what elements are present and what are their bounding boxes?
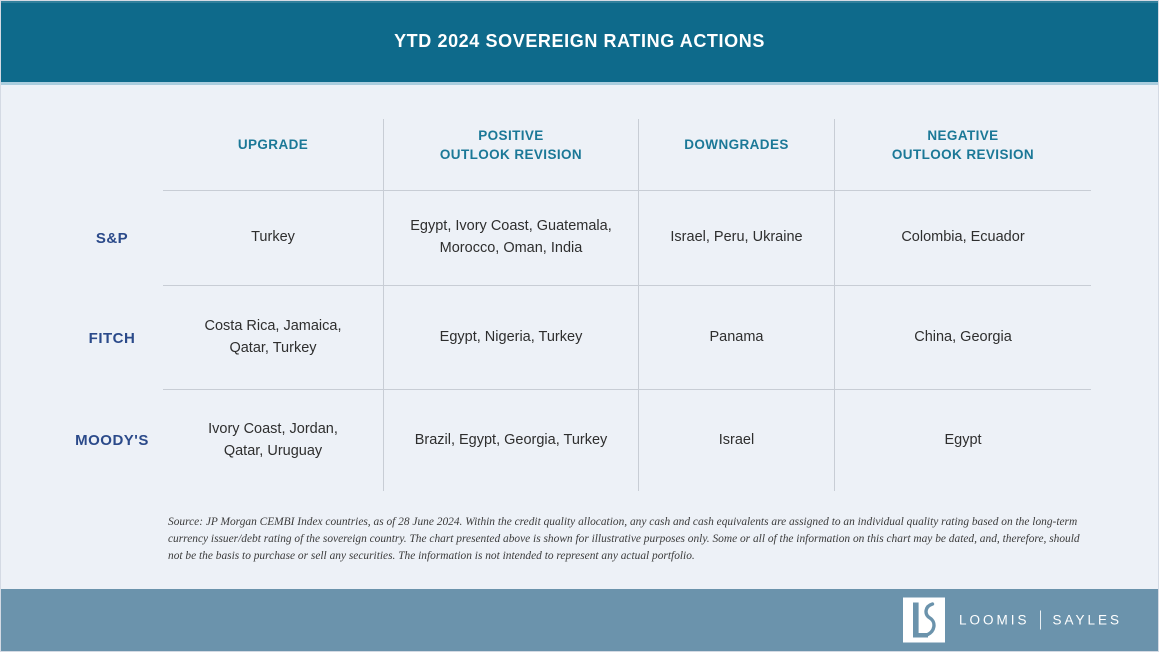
loomis-sayles-logo: LOOMIS SAYLES [902, 597, 1122, 643]
cell-moodys-positive-outlook: Brazil, Egypt, Georgia, Turkey [383, 390, 638, 491]
cell-sp-upgrade: Turkey [163, 191, 383, 286]
column-header-upgrade: UPGRADE [163, 119, 383, 191]
cell-sp-negative-outlook: Colombia, Ecuador [834, 191, 1091, 286]
column-header-positive-outlook-revision: POSITIVE OUTLOOK REVISION [383, 119, 638, 191]
brand-sayles: SAYLES [1052, 612, 1122, 628]
page-title: YTD 2024 SOVEREIGN RATING ACTIONS [394, 31, 765, 51]
row-label-moodys: MOODY'S [75, 432, 149, 449]
cell-sp-positive-outlook: Egypt, Ivory Coast, Guatemala, Morocco, … [383, 191, 638, 286]
cell-sp-downgrades: Israel, Peru, Ukraine [638, 191, 834, 286]
title-banner: YTD 2024 SOVEREIGN RATING ACTIONS [1, 1, 1158, 85]
table-corner [61, 119, 163, 191]
cell-moodys-negative-outlook: Egypt [834, 390, 1091, 491]
brand-loomis: LOOMIS [958, 612, 1030, 628]
ratings-table: UPGRADE POSITIVE OUTLOOK REVISION DOWNGR… [61, 119, 1091, 491]
cell-fitch-positive-outlook: Egypt, Nigeria, Turkey [383, 286, 638, 390]
cell-fitch-negative-outlook: China, Georgia [834, 286, 1091, 390]
column-header-downgrades: DOWNGRADES [638, 119, 834, 191]
cell-moodys-downgrades: Israel [638, 390, 834, 491]
column-header-negative-outlook-revision: NEGATIVE OUTLOOK REVISION [834, 119, 1091, 191]
cell-fitch-downgrades: Panama [638, 286, 834, 390]
row-label-fitch: FITCH [88, 329, 136, 347]
cell-fitch-upgrade: Costa Rica, Jamaica, Qatar, Turkey [163, 286, 383, 390]
footer-bar: LOOMIS SAYLES [1, 589, 1158, 651]
ls-monogram-icon [902, 597, 945, 643]
brand-divider [1040, 610, 1042, 630]
row-label-sp: S&P [95, 230, 129, 247]
source-footnote: Source: JP Morgan CEMBI Index countries,… [168, 516, 1080, 563]
cell-moodys-upgrade: Ivory Coast, Jordan, Qatar, Uruguay [208, 420, 338, 459]
